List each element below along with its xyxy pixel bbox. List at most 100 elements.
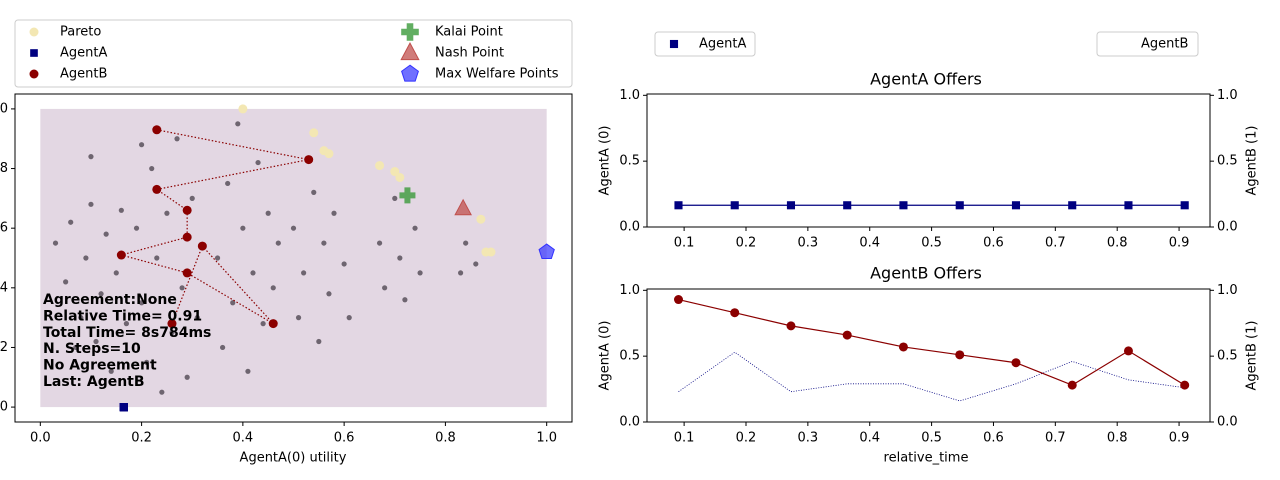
point — [476, 214, 486, 224]
x-tick-label: 0.2 — [736, 431, 757, 446]
outcome-point — [311, 189, 317, 195]
point — [843, 201, 852, 210]
annotation: Last: AgentB — [43, 374, 145, 390]
point — [152, 125, 162, 135]
outcome-point — [295, 315, 302, 321]
x-tick-label: 0.1 — [674, 431, 695, 446]
point — [786, 321, 796, 331]
point — [395, 172, 405, 182]
legend-label: AgentB — [1141, 37, 1188, 52]
outcome-point — [250, 270, 256, 276]
y2-tick-label: 0.5 — [1217, 154, 1238, 169]
legend-box — [654, 31, 756, 57]
outcome-point — [260, 321, 266, 327]
outcome-point — [417, 270, 423, 276]
legend-label: Kalai Point — [435, 25, 503, 40]
x-tick-label: 0.9 — [1169, 236, 1190, 251]
legend-label: Max Welfare Points — [435, 67, 559, 82]
outcome-point — [376, 240, 383, 246]
outcome-region — [40, 108, 547, 408]
y-tick-label: 0.0 — [619, 220, 640, 235]
x-tick-label: 0.9 — [1169, 431, 1190, 446]
point — [730, 201, 739, 210]
outcome-point — [93, 338, 99, 345]
outcome-point — [88, 201, 94, 207]
outcome-point — [73, 344, 79, 351]
point — [786, 201, 796, 210]
point — [1011, 358, 1021, 368]
outcome-point — [331, 210, 337, 216]
outcome-point — [301, 270, 307, 276]
outcome-point — [98, 291, 104, 297]
point — [1180, 201, 1189, 210]
point — [375, 161, 385, 171]
legend-label: AgentB — [60, 67, 107, 82]
y-tick-label: 0.4 — [0, 280, 8, 295]
point — [1123, 346, 1133, 356]
outcome-point — [83, 255, 89, 261]
legend-label: AgentA — [699, 37, 746, 52]
outcome-point — [179, 285, 185, 291]
x-tick-label: 0.5 — [921, 236, 942, 251]
point — [268, 319, 278, 329]
y2-axis-label: AgentB (1) — [1245, 321, 1260, 391]
point — [673, 295, 683, 305]
series-line — [678, 351, 1185, 402]
outcome-point — [321, 240, 327, 246]
x-tick-label: 0.7 — [1045, 431, 1066, 446]
outcome-point — [63, 279, 69, 285]
outcome-point — [225, 180, 231, 187]
outcome-point — [68, 219, 74, 225]
point — [955, 201, 964, 210]
outcome-point — [382, 285, 388, 291]
point — [309, 128, 319, 138]
outcome-point — [230, 300, 236, 306]
legend-marker — [401, 23, 419, 41]
x-tick-label: 0.3 — [798, 236, 819, 251]
plot-frame — [646, 93, 1211, 228]
outcome-point — [255, 159, 261, 166]
annotation: Relative Time= 0.91 — [43, 308, 202, 324]
y-tick-label: 0.8 — [0, 161, 8, 176]
offer-line — [119, 129, 309, 325]
outcome-point — [174, 136, 180, 142]
outcome-point — [149, 165, 155, 172]
outcome-point — [316, 338, 322, 345]
x-tick-label: 0.5 — [921, 431, 942, 446]
outcome-point — [412, 225, 418, 231]
chart-title: AgentB Offers — [870, 264, 982, 283]
y-tick-label: 1.0 — [619, 88, 640, 103]
annotation: N. Steps=10 — [43, 341, 141, 357]
outcome-point — [103, 231, 109, 237]
outcome-point — [265, 210, 271, 216]
y-tick-label: 0.6 — [0, 221, 8, 236]
y-tick-label: 0.5 — [619, 349, 640, 364]
point — [167, 319, 177, 329]
x-tick-label: 0.1 — [674, 236, 695, 251]
x-tick-label: 0.4 — [859, 431, 880, 446]
legend-label: Pareto — [60, 25, 101, 40]
y-tick-label: 1.0 — [0, 101, 8, 116]
point — [238, 104, 248, 114]
x-tick-label: 0.2 — [736, 236, 757, 251]
y2-tick-label: 0.0 — [1217, 415, 1238, 430]
x-tick-label: 0.7 — [1045, 236, 1066, 251]
y-tick-label: 0.5 — [619, 154, 640, 169]
point — [197, 241, 207, 251]
outcome-point — [118, 207, 124, 213]
outcome-point — [275, 240, 281, 246]
outcome-point — [108, 368, 114, 374]
outcome-point — [290, 225, 297, 231]
x-tick-label: 0.6 — [983, 236, 1004, 251]
outcome-point — [78, 315, 84, 321]
chart-title: AgentA Offers — [870, 70, 982, 89]
outcome-point — [133, 225, 140, 231]
x-tick-label: 0.4 — [233, 431, 254, 446]
x-tick-label: 1.0 — [536, 431, 557, 446]
point — [898, 342, 908, 352]
point — [842, 330, 852, 340]
outcome-point — [326, 291, 332, 297]
legend-label: Nash Point — [435, 46, 504, 61]
point — [182, 268, 192, 278]
